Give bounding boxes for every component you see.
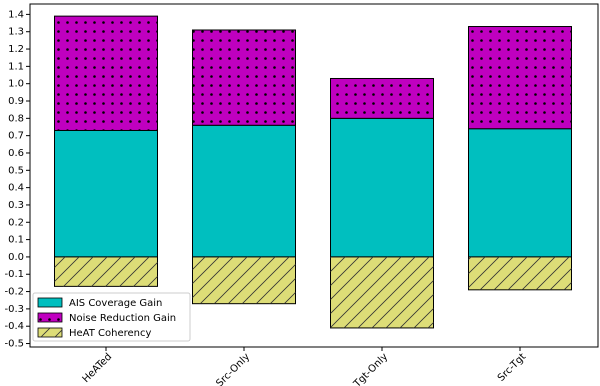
legend-label: Noise Reduction Gain bbox=[69, 313, 176, 324]
y-tick-label: -0.5 bbox=[4, 339, 24, 350]
bar bbox=[192, 124, 296, 258]
y-tick-label: -0.2 bbox=[4, 287, 24, 298]
legend-box bbox=[32, 292, 191, 342]
bar bbox=[468, 128, 572, 258]
legend-swatch bbox=[37, 297, 63, 308]
x-tick-label: HeATed bbox=[81, 351, 115, 385]
axes-frame bbox=[29, 3, 599, 348]
y-tick-label: 1.4 bbox=[8, 9, 24, 20]
y-tick-label: 0.7 bbox=[8, 131, 24, 142]
bar-pattern bbox=[330, 256, 434, 328]
y-tick-label: 0.6 bbox=[8, 148, 24, 159]
y-tick-label: 1.3 bbox=[8, 27, 24, 38]
y-tick-label: 0.2 bbox=[8, 217, 24, 228]
x-tick-label: Src-Tgt bbox=[496, 351, 528, 383]
bar-pattern bbox=[468, 256, 572, 290]
x-tick-label: Tgt-Only bbox=[351, 351, 390, 386]
legend-label: AIS Coverage Gain bbox=[69, 298, 162, 309]
y-tick-label: 0.9 bbox=[8, 96, 24, 107]
bar bbox=[330, 117, 434, 258]
legend: AIS Coverage Gain Noise Reduction Gain HeA… bbox=[32, 292, 191, 342]
bar bbox=[54, 129, 158, 258]
bar-pattern bbox=[54, 16, 158, 131]
legend-label: HeAT Coherency bbox=[69, 328, 151, 339]
legend-swatch-pattern bbox=[38, 328, 62, 337]
y-tick-label: -0.4 bbox=[4, 321, 24, 332]
y-tick-label: 0.4 bbox=[8, 183, 24, 194]
y-tick-label: -0.1 bbox=[4, 269, 24, 280]
bar-pattern bbox=[54, 256, 158, 287]
y-tick-label: 0.5 bbox=[8, 165, 24, 176]
bar-pattern bbox=[330, 78, 434, 119]
y-tick-label: 0.3 bbox=[8, 200, 24, 211]
legend-swatch-pattern bbox=[38, 313, 62, 322]
y-tick-label: 0.0 bbox=[8, 252, 24, 263]
y-tick-label: 0.8 bbox=[8, 113, 24, 124]
y-tick-label: 1.2 bbox=[8, 44, 24, 55]
y-tick-label: 0.1 bbox=[8, 235, 24, 246]
y-tick-label: -0.3 bbox=[4, 304, 24, 315]
bar-pattern bbox=[192, 256, 296, 304]
y-tick-label: 1.1 bbox=[8, 61, 24, 72]
bar-pattern bbox=[192, 29, 296, 126]
x-tick-label: Src-Only bbox=[214, 351, 252, 386]
y-tick-label: 1.0 bbox=[8, 79, 24, 90]
bar-pattern bbox=[468, 26, 572, 129]
